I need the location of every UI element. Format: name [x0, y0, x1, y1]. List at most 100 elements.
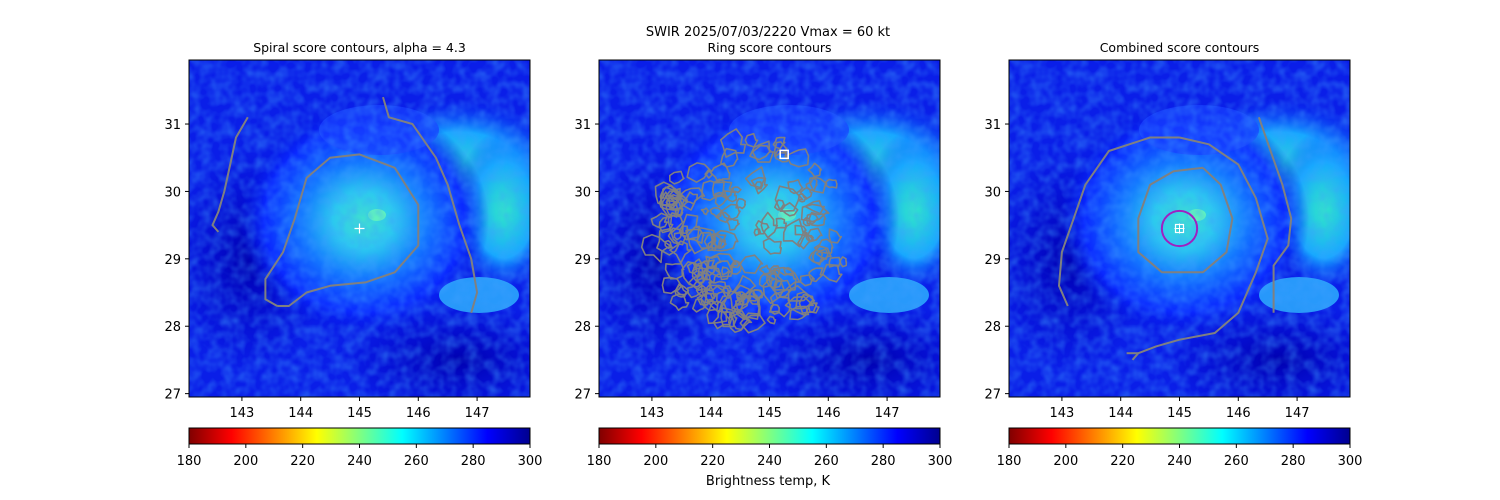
y-tick-label: 29 [984, 253, 1001, 268]
ring-contour [715, 211, 731, 224]
ring-contour [658, 214, 674, 234]
x-tick-label: 146 [816, 406, 841, 421]
colorbar-tick-label: 300 [1338, 454, 1363, 469]
y-tick-label: 31 [574, 118, 591, 133]
colorbar-tick-label: 240 [347, 454, 372, 469]
y-tick-label: 27 [574, 388, 591, 403]
ring-contour [739, 254, 764, 274]
ring-contour [718, 239, 727, 250]
ring-contour [723, 190, 737, 203]
ring-contour [661, 276, 682, 295]
contour-group [1058, 116, 1293, 361]
ring-contour [721, 266, 731, 276]
y-tick-label: 28 [164, 320, 181, 335]
x-tick-label: 144 [288, 406, 313, 421]
score-contour [382, 96, 479, 314]
panel-title: Combined score contours [1100, 40, 1260, 55]
ring-contour [762, 237, 782, 255]
ring-contour [808, 211, 827, 227]
colorbar: 180 200 220 240 260 280 300 [997, 427, 1363, 469]
ring-contour [760, 211, 779, 239]
y-tick-label: 30 [574, 185, 591, 200]
colorbar-tick-label: 280 [461, 454, 486, 469]
x-tick-label: 147 [1285, 406, 1310, 421]
y-tick-label: 31 [164, 118, 181, 133]
colorbar-tick-label: 220 [1110, 454, 1135, 469]
ring-contour [805, 177, 818, 192]
ring-contour [750, 176, 768, 195]
ring-contour [669, 170, 685, 185]
colorbar-tick-label: 260 [814, 454, 839, 469]
ring-contour [828, 256, 842, 268]
ring-contour [703, 233, 725, 249]
colorbar-tick-label: 260 [1224, 454, 1249, 469]
y-tick-label: 30 [164, 185, 181, 200]
colorbar-tick-label: 220 [290, 454, 315, 469]
colorbar-bar [1008, 427, 1351, 445]
ring-contour [650, 212, 669, 229]
satellite-image [169, 60, 579, 420]
ring-contour [806, 213, 820, 225]
ring-contour [799, 274, 815, 287]
x-tick-label: 145 [757, 406, 782, 421]
ring-contour [706, 298, 716, 306]
colorbar-tick-label: 180 [587, 454, 612, 469]
ring-contour [739, 312, 766, 334]
ring-contour [798, 293, 818, 314]
x-tick-label: 145 [347, 406, 372, 421]
ring-contour [734, 294, 760, 320]
panel-1: Spiral score contours, alpha = 4.3 143 144… [164, 40, 579, 469]
ring-contour [811, 245, 832, 264]
ring-contour [775, 217, 787, 229]
ring-contour [669, 240, 692, 264]
colorbar-tick-label: 180 [997, 454, 1022, 469]
score-contour [1131, 136, 1269, 361]
ring-contour [787, 179, 804, 195]
ring-contour [813, 238, 834, 254]
ring-contour [697, 259, 715, 277]
ring-contour [783, 267, 794, 277]
ring-contour [785, 148, 810, 168]
ring-contour [720, 147, 739, 168]
y-tick-label: 27 [164, 388, 181, 403]
ring-contour [705, 255, 722, 270]
ring-contour [769, 303, 781, 315]
colorbar-tick-label: 300 [518, 454, 543, 469]
score-contour [264, 153, 420, 307]
ring-contour [808, 267, 824, 283]
colorbar: 180 200 220 240 260 280 300 [177, 427, 543, 469]
ring-contour [787, 285, 811, 302]
ring-contour [664, 263, 685, 280]
colorbar-bar [188, 427, 531, 445]
ring-contour [673, 231, 682, 241]
ring-contour [681, 225, 690, 234]
colorbar-tick-label: 280 [871, 454, 896, 469]
colorbar: 180 200 220 240 260 280 300 [587, 427, 952, 469]
ring-contour [704, 168, 714, 179]
ring-contour [701, 284, 730, 314]
y-tick-label: 29 [574, 253, 591, 268]
ring-contour [722, 285, 732, 295]
ring-contour [772, 136, 786, 150]
ring-contour [774, 185, 804, 212]
ring-contour [821, 263, 843, 283]
ring-contour [804, 200, 825, 215]
x-tick-label: 144 [698, 406, 723, 421]
panel-title: Ring score contours [707, 40, 831, 55]
ring-contour [828, 228, 843, 244]
ring-contour [825, 178, 838, 189]
ring-contour [720, 128, 747, 158]
ring-contour [726, 217, 740, 231]
ring-contour [780, 202, 799, 217]
ring-contour [808, 249, 825, 266]
score-contour [1257, 116, 1293, 313]
ring-contour [659, 184, 684, 206]
ring-contour [700, 292, 719, 312]
ring-contour [685, 191, 699, 205]
ring-contour [696, 291, 716, 306]
ring-contour [762, 276, 786, 305]
contour-group [640, 128, 848, 334]
ring-contour [732, 295, 761, 321]
ring-contour [720, 203, 741, 221]
y-tick-label: 28 [984, 320, 1001, 335]
